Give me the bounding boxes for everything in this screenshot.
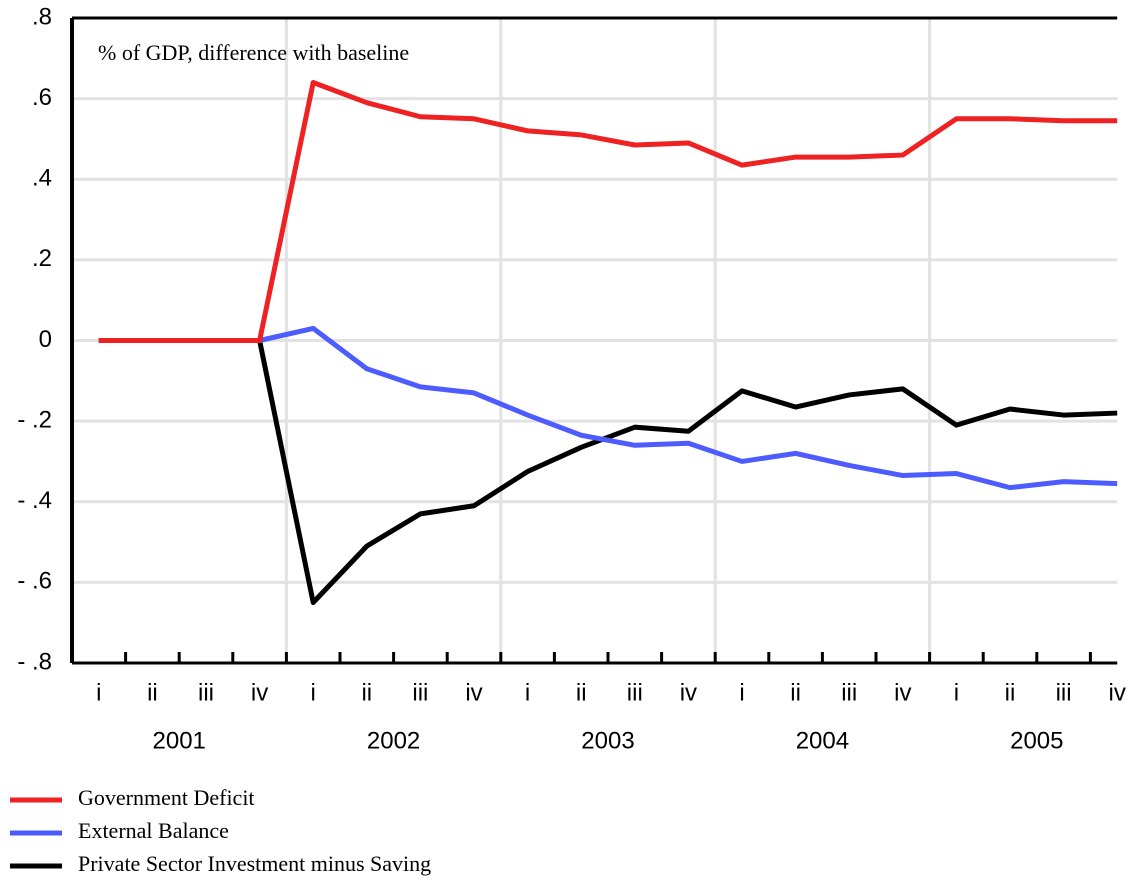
year-label: 2002 [367,727,420,754]
y-tick-label: 0 [39,326,52,353]
y-tick-label: - .4 [17,487,52,514]
x-tick-label: i [954,679,959,706]
year-label: 2004 [796,727,849,754]
x-tick-label: i [311,679,316,706]
y-tick-label: - .6 [17,568,52,595]
x-tick-label: iii [841,679,857,706]
year-label: 2003 [581,727,634,754]
x-tick-label: iii [198,679,214,706]
y-tick-label: .4 [32,165,52,192]
x-tick-label: iv [465,679,482,706]
x-tick-label: iii [1056,679,1072,706]
y-tick-label: .6 [32,84,52,111]
series-line [98,325,1118,491]
legend-label: Government Deficit [78,785,255,810]
x-tick-label: ii [361,679,372,706]
x-tick-label: ii [147,679,158,706]
x-tick-label: ii [576,679,587,706]
year-label: 2001 [153,727,206,754]
x-tick-label: ii [1005,679,1016,706]
y-tick-label: .2 [32,245,52,272]
series-line [98,80,1118,343]
year-label: 2005 [1010,727,1063,754]
x-tick-label: iv [251,679,268,706]
annotation: % of GDP, difference with baseline [98,40,409,65]
y-tick-label: - .2 [17,406,52,433]
x-tick-label: iv [894,679,911,706]
x-tick-label: iv [680,679,697,706]
legend-label: External Balance [78,818,229,843]
x-tick-label: iii [412,679,428,706]
x-tick-label: i [739,679,744,706]
series-line [98,338,1118,606]
x-tick-label: iii [627,679,643,706]
y-tick-label: - .8 [17,648,52,675]
y-tick-label: .8 [32,3,52,30]
x-tick-label: ii [790,679,801,706]
legend-label: Private Sector Investment minus Saving [78,851,431,876]
x-tick-label: i [525,679,530,706]
x-tick-label: iv [1109,679,1126,706]
x-tick-label: i [96,679,101,706]
